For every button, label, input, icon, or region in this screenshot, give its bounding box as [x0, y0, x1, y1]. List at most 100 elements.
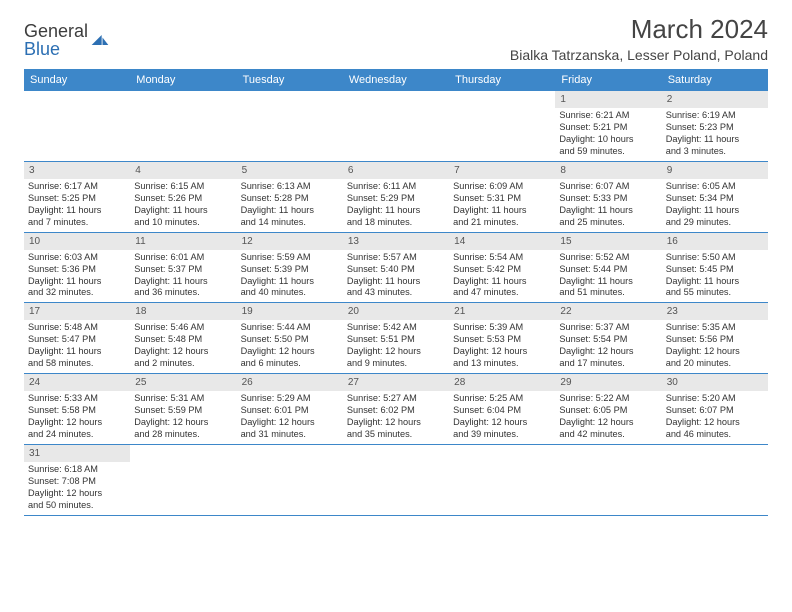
sunset-text: Sunset: 6:02 PM — [347, 405, 445, 417]
day-number: 24 — [24, 374, 130, 391]
day-cell: 12Sunrise: 5:59 AMSunset: 5:39 PMDayligh… — [237, 233, 343, 303]
daylight1-text: Daylight: 12 hours — [559, 417, 657, 429]
sunrise-text: Sunrise: 6:19 AM — [666, 110, 764, 122]
sunset-text: Sunset: 5:48 PM — [134, 334, 232, 346]
day-cell: 31Sunrise: 6:18 AMSunset: 7:08 PMDayligh… — [24, 445, 130, 515]
sunset-text: Sunset: 6:04 PM — [453, 405, 551, 417]
empty-cell — [130, 91, 236, 161]
sunset-text: Sunset: 5:33 PM — [559, 193, 657, 205]
day-number: 2 — [662, 91, 768, 108]
daylight2-text: and 24 minutes. — [28, 429, 126, 441]
daylight2-text: and 32 minutes. — [28, 287, 126, 299]
day-cell: 4Sunrise: 6:15 AMSunset: 5:26 PMDaylight… — [130, 162, 236, 232]
sunset-text: Sunset: 5:34 PM — [666, 193, 764, 205]
calendar-page: General Blue March 2024 Bialka Tatrzansk… — [0, 0, 792, 526]
daylight2-text: and 36 minutes. — [134, 287, 232, 299]
day-cell: 30Sunrise: 5:20 AMSunset: 6:07 PMDayligh… — [662, 374, 768, 444]
daylight1-text: Daylight: 12 hours — [347, 346, 445, 358]
day-number: 17 — [24, 303, 130, 320]
empty-cell — [130, 445, 236, 515]
day-cell: 15Sunrise: 5:52 AMSunset: 5:44 PMDayligh… — [555, 233, 661, 303]
day-cell: 8 Sunrise: 6:07 AMSunset: 5:33 PMDaylight… — [555, 162, 661, 232]
sunset-text: Sunset: 5:40 PM — [347, 264, 445, 276]
day-cell: 9Sunrise: 6:05 AMSunset: 5:34 PMDaylight… — [662, 162, 768, 232]
daylight2-text: and 9 minutes. — [347, 358, 445, 370]
sunset-text: Sunset: 5:56 PM — [666, 334, 764, 346]
daylight1-text: Daylight: 11 hours — [28, 205, 126, 217]
daylight1-text: Daylight: 11 hours — [559, 205, 657, 217]
daylight1-text: Daylight: 11 hours — [28, 276, 126, 288]
sunrise-text: Sunrise: 5:57 AM — [347, 252, 445, 264]
day-number: 18 — [130, 303, 236, 320]
sunset-text: Sunset: 5:53 PM — [453, 334, 551, 346]
daylight2-text: and 20 minutes. — [666, 358, 764, 370]
sunset-text: Sunset: 6:01 PM — [241, 405, 339, 417]
daylight2-text: and 29 minutes. — [666, 217, 764, 229]
day-number: 7 — [449, 162, 555, 179]
day-number: 16 — [662, 233, 768, 250]
day-number: 8 — [555, 162, 661, 179]
daylight1-text: Daylight: 12 hours — [347, 417, 445, 429]
daylight1-text: Daylight: 11 hours — [28, 346, 126, 358]
location-subtitle: Bialka Tatrzanska, Lesser Poland, Poland — [510, 47, 768, 63]
daylight1-text: Daylight: 10 hours — [559, 134, 657, 146]
sunrise-text: Sunrise: 5:46 AM — [134, 322, 232, 334]
day-number: 5 — [237, 162, 343, 179]
weekday-header-row: Sunday Monday Tuesday Wednesday Thursday… — [24, 69, 768, 91]
day-cell: 16Sunrise: 5:50 AMSunset: 5:45 PMDayligh… — [662, 233, 768, 303]
daylight2-text: and 7 minutes. — [28, 217, 126, 229]
weeks-container: 1Sunrise: 6:21 AMSunset: 5:21 PMDaylight… — [24, 91, 768, 516]
daylight2-text: and 17 minutes. — [559, 358, 657, 370]
day-cell: 10 Sunrise: 6:03 AMSunset: 5:36 PMDayligh… — [24, 233, 130, 303]
daylight2-text: and 3 minutes. — [666, 146, 764, 158]
day-number: 12 — [237, 233, 343, 250]
sunrise-text: Sunrise: 5:39 AM — [453, 322, 551, 334]
sunset-text: Sunset: 5:51 PM — [347, 334, 445, 346]
day-number: 10 — [24, 233, 130, 250]
sunset-text: Sunset: 5:44 PM — [559, 264, 657, 276]
day-cell: 18Sunrise: 5:46 AMSunset: 5:48 PMDayligh… — [130, 303, 236, 373]
daylight2-text: and 14 minutes. — [241, 217, 339, 229]
day-cell: 24Sunrise: 5:33 AMSunset: 5:58 PMDayligh… — [24, 374, 130, 444]
daylight2-text: and 25 minutes. — [559, 217, 657, 229]
title-block: March 2024 Bialka Tatrzanska, Lesser Pol… — [510, 14, 768, 63]
daylight2-text: and 31 minutes. — [241, 429, 339, 441]
daylight1-text: Daylight: 11 hours — [559, 276, 657, 288]
daylight1-text: Daylight: 11 hours — [347, 276, 445, 288]
sunrise-text: Sunrise: 5:25 AM — [453, 393, 551, 405]
sunrise-text: Sunrise: 6:03 AM — [28, 252, 126, 264]
sunrise-text: Sunrise: 5:29 AM — [241, 393, 339, 405]
daylight1-text: Daylight: 12 hours — [559, 346, 657, 358]
sunrise-text: Sunrise: 5:42 AM — [347, 322, 445, 334]
daylight1-text: Daylight: 11 hours — [347, 205, 445, 217]
logo: General Blue — [24, 14, 110, 58]
weekday-header: Friday — [555, 69, 661, 91]
sunset-text: Sunset: 5:36 PM — [28, 264, 126, 276]
daylight2-text: and 39 minutes. — [453, 429, 551, 441]
daylight2-text: and 58 minutes. — [28, 358, 126, 370]
logo-text: General Blue — [24, 22, 88, 58]
sunset-text: Sunset: 5:29 PM — [347, 193, 445, 205]
daylight2-text: and 43 minutes. — [347, 287, 445, 299]
daylight2-text: and 2 minutes. — [134, 358, 232, 370]
daylight1-text: Daylight: 12 hours — [241, 346, 339, 358]
sunset-text: Sunset: 5:45 PM — [666, 264, 764, 276]
sunrise-text: Sunrise: 6:15 AM — [134, 181, 232, 193]
page-header: General Blue March 2024 Bialka Tatrzansk… — [24, 14, 768, 63]
day-cell: 11Sunrise: 6:01 AMSunset: 5:37 PMDayligh… — [130, 233, 236, 303]
sunset-text: Sunset: 5:25 PM — [28, 193, 126, 205]
calendar-grid: Sunday Monday Tuesday Wednesday Thursday… — [24, 69, 768, 516]
day-cell: 6Sunrise: 6:11 AMSunset: 5:29 PMDaylight… — [343, 162, 449, 232]
sunrise-text: Sunrise: 6:21 AM — [559, 110, 657, 122]
weekday-header: Thursday — [449, 69, 555, 91]
sunrise-text: Sunrise: 6:07 AM — [559, 181, 657, 193]
daylight1-text: Daylight: 12 hours — [134, 417, 232, 429]
empty-cell — [555, 445, 661, 515]
empty-cell — [449, 91, 555, 161]
sunset-text: Sunset: 5:23 PM — [666, 122, 764, 134]
daylight1-text: Daylight: 11 hours — [453, 205, 551, 217]
daylight1-text: Daylight: 11 hours — [134, 276, 232, 288]
sunset-text: Sunset: 5:42 PM — [453, 264, 551, 276]
sunset-text: Sunset: 5:58 PM — [28, 405, 126, 417]
daylight1-text: Daylight: 11 hours — [241, 205, 339, 217]
